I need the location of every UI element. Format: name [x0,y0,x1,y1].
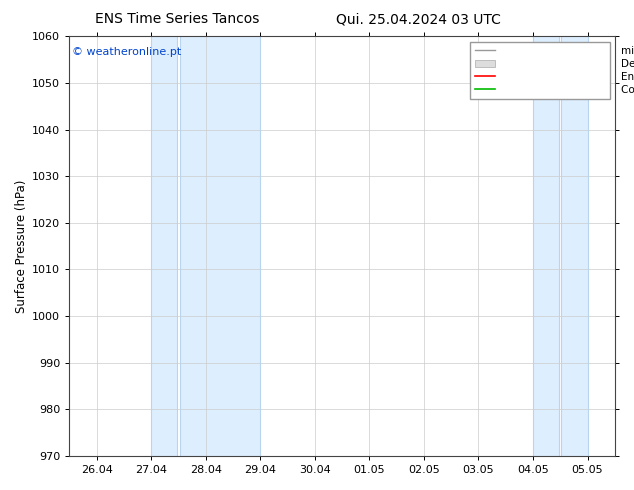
Bar [561,36,588,456]
Text: Qui. 25.04.2024 03 UTC: Qui. 25.04.2024 03 UTC [336,12,501,26]
Text: ENS Time Series Tancos: ENS Time Series Tancos [95,12,260,26]
Y-axis label: Surface Pressure (hPa): Surface Pressure (hPa) [15,179,28,313]
Legend: min/max, Desvio padr tilde;o, Ensemble mean run, Controll run: min/max, Desvio padr tilde;o, Ensemble m… [470,42,610,99]
Bar [151,36,178,456]
Bar [533,36,559,456]
Text: © weatheronline.pt: © weatheronline.pt [72,47,181,57]
Bar [179,36,260,456]
